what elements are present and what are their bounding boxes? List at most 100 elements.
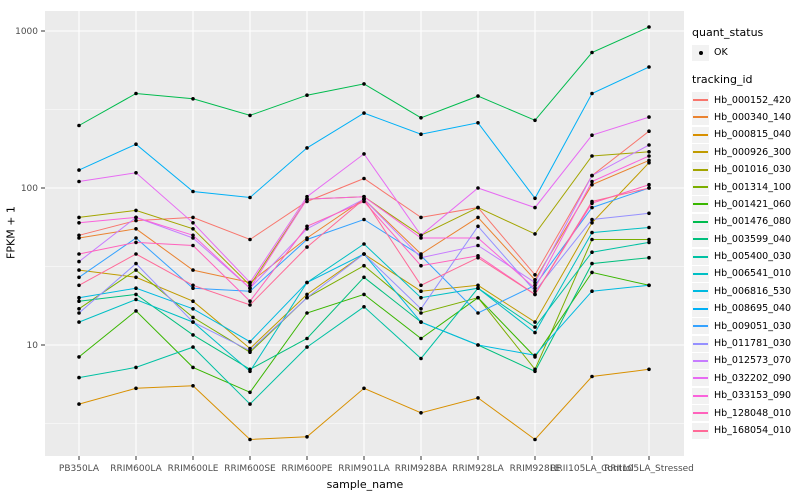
data-point (647, 143, 651, 147)
legend-item-Hb_001421_060: Hb_001421_060 (692, 196, 800, 213)
data-point (77, 123, 81, 128)
data-point (248, 237, 252, 242)
data-point (419, 132, 423, 136)
legend-item-Hb_001314_100: Hb_001314_100 (692, 178, 800, 196)
legend-section-tracking-id: tracking_id Hb_000152_420 Hb_000340_140 Hb… (692, 73, 800, 439)
x-tick-label: RRIM600PE (281, 464, 333, 474)
legend-item-label: Hb_011781_030 (714, 338, 792, 350)
series-color-swatch (693, 290, 708, 293)
data-point (590, 199, 594, 204)
legend-item-Hb_168054_010: Hb_168054_010 (692, 422, 800, 439)
x-tick-label: RRIM928LA (452, 464, 504, 474)
x-tick-label: RRII105LA_Stressed (604, 464, 694, 474)
x-tick-label: RRIM600LE (168, 464, 219, 474)
data-point (77, 320, 81, 324)
legend-item-Hb_000926_300: Hb_000926_300 (692, 144, 800, 161)
data-point (248, 390, 252, 395)
series-color-swatch (693, 203, 708, 206)
legend-item-Hb_000152_420: Hb_000152_420 (692, 91, 800, 109)
legend-item-label: Hb_001476_080 (714, 216, 792, 228)
data-point (191, 286, 195, 291)
data-point (134, 275, 138, 280)
data-point (647, 65, 651, 69)
legend-item-label: Hb_003599_040 (714, 233, 792, 245)
data-point (419, 289, 423, 294)
data-point (134, 91, 138, 96)
data-point (647, 182, 651, 187)
x-tick-label: RRIM928LE (510, 464, 561, 474)
data-point (647, 367, 651, 372)
data-point (647, 211, 651, 216)
x-tick-label: RRIM600SE (224, 464, 276, 474)
data-point (362, 305, 366, 309)
data-point (305, 295, 309, 300)
data-point (647, 154, 651, 158)
data-point (533, 330, 537, 335)
data-point (647, 129, 651, 133)
data-point (362, 292, 366, 297)
data-point (77, 295, 81, 300)
data-point (476, 121, 480, 125)
data-point (248, 286, 252, 291)
data-point (191, 320, 195, 324)
data-point (191, 315, 195, 320)
data-point (305, 93, 309, 97)
series-color-swatch (693, 99, 708, 102)
legend-item-Hb_003599_040: Hb_003599_040 (692, 231, 800, 248)
series-color-swatch (693, 116, 708, 119)
data-point (77, 215, 81, 220)
data-point (362, 82, 366, 86)
data-point (533, 286, 537, 291)
data-point (248, 369, 252, 374)
x-tick-label: PB350LA (59, 464, 100, 474)
data-point (248, 299, 252, 304)
data-point (191, 236, 195, 240)
data-point (134, 215, 138, 220)
data-point (533, 280, 537, 285)
legend-item-Hb_012573_070: Hb_012573_070 (692, 352, 800, 369)
series-color-swatch (693, 429, 708, 432)
data-point (647, 186, 651, 190)
data-point (191, 189, 195, 194)
data-point (77, 299, 81, 304)
data-point (305, 345, 309, 349)
data-point (647, 255, 651, 260)
data-point (362, 197, 366, 201)
x-tick-label: RRIM928BA (395, 464, 448, 474)
series-color-swatch (693, 272, 708, 275)
y-axis-title: FPKM + 1 (4, 206, 18, 259)
legend-key-line-icon (692, 405, 709, 422)
legend-item-label: Hb_168054_010 (714, 425, 792, 436)
series-color-swatch (693, 325, 708, 328)
data-point (191, 384, 195, 388)
data-point (248, 339, 252, 344)
legend-key-line-icon (692, 144, 709, 161)
data-point (533, 289, 537, 294)
data-point (248, 113, 252, 118)
data-point (590, 91, 594, 96)
data-point (191, 365, 195, 370)
data-point (419, 263, 423, 268)
data-point (362, 263, 366, 268)
data-point (590, 250, 594, 254)
data-point (419, 295, 423, 300)
legend-key-line-icon (692, 335, 709, 352)
data-point (590, 173, 594, 178)
data-point (248, 289, 252, 294)
data-point (305, 224, 309, 229)
x-tick-label: RRII105LA_Control (550, 464, 633, 474)
data-point (248, 195, 252, 200)
data-point (590, 179, 594, 184)
data-point (419, 215, 423, 220)
data-point (191, 97, 195, 101)
legend-item-label: Hb_009051_030 (714, 320, 792, 332)
data-point (305, 311, 309, 315)
data-point (419, 336, 423, 341)
data-point (419, 356, 423, 361)
data-point (134, 268, 138, 272)
data-point (362, 152, 366, 156)
data-point (476, 311, 480, 315)
legend-key-line-icon (692, 387, 709, 404)
data-point (305, 336, 309, 341)
data-point (476, 94, 480, 98)
